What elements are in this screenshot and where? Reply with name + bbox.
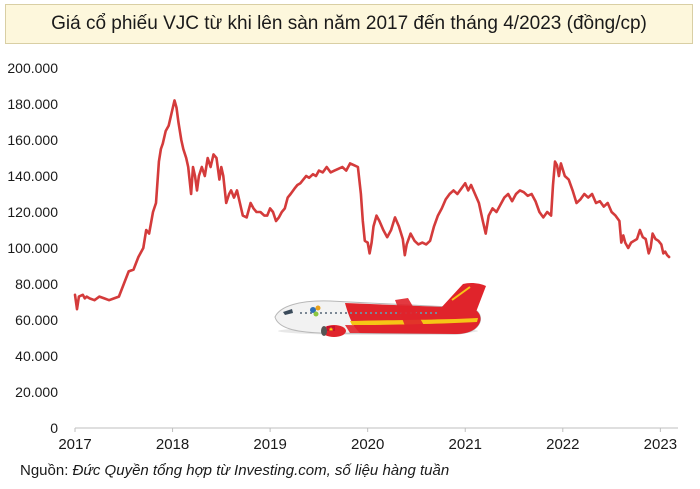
price-series-line (73, 99, 671, 311)
x-tick-label: 2019 (253, 436, 286, 453)
source-label: Nguồn: (20, 462, 73, 479)
x-axis-labels: 2017 2018 2019 2020 2021 2022 2023 (58, 436, 677, 453)
airplane-icon (274, 282, 486, 337)
y-tick-label: 40.000 (15, 348, 58, 364)
y-tick-label: 80.000 (15, 276, 58, 292)
chart-title-box: Giá cổ phiếu VJC từ khi lên sàn năm 2017… (5, 4, 693, 44)
x-tick-label: 2018 (156, 436, 189, 453)
y-tick-label: 140.000 (7, 168, 58, 184)
chart-title: Giá cổ phiếu VJC từ khi lên sàn năm 2017… (51, 13, 647, 34)
x-tick-label: 2022 (546, 436, 579, 453)
y-tick-label: 180.000 (7, 96, 58, 112)
y-tick-label: 200.000 (7, 60, 58, 76)
y-tick-label: 120.000 (7, 204, 58, 220)
y-tick-label: 160.000 (7, 132, 58, 148)
y-tick-label: 100.000 (7, 240, 58, 256)
x-axis-ticks (74, 428, 661, 432)
y-tick-label: 60.000 (15, 312, 58, 328)
source-note: Nguồn: Đức Quyền tổng hợp từ Investing.c… (20, 462, 449, 479)
x-tick-label: 2021 (449, 436, 482, 453)
y-axis-labels: 0 20.000 40.000 60.000 80.000 100.000 120.000 1… (7, 60, 58, 436)
x-tick-label: 2017 (58, 436, 91, 453)
x-tick-label: 2023 (644, 436, 677, 453)
x-tick-label: 2020 (351, 436, 384, 453)
y-tick-label: 0 (50, 420, 58, 436)
y-tick-label: 20.000 (15, 384, 58, 400)
source-text: Đức Quyền tổng hợp từ Investing.com, số … (72, 462, 450, 479)
